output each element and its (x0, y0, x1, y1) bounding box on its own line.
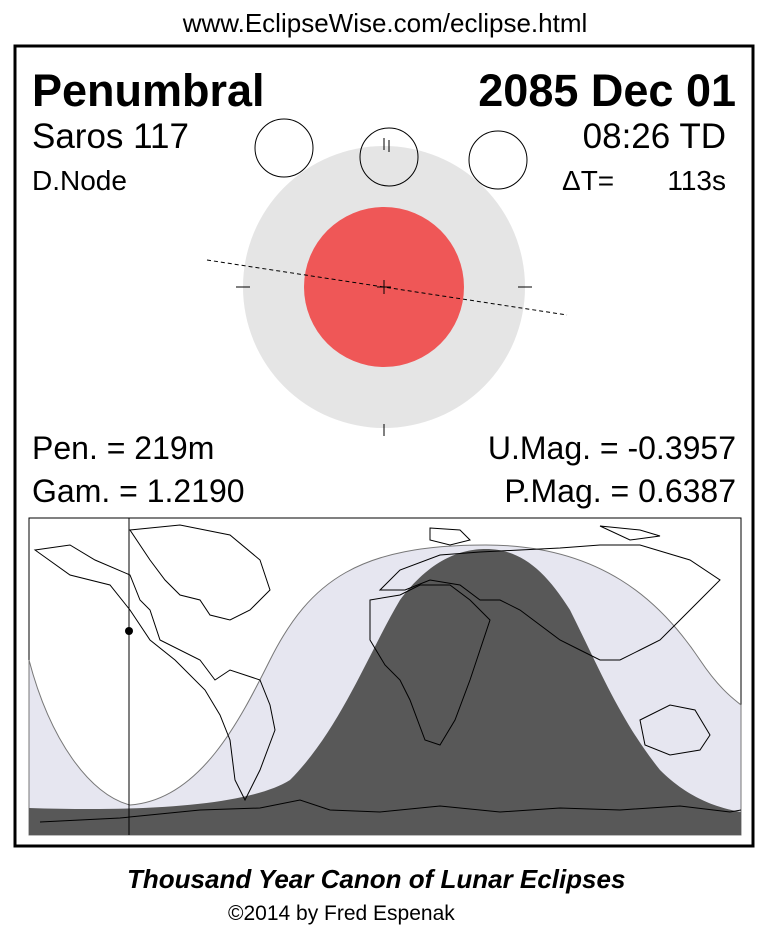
saros-number: Saros 117 (32, 117, 189, 156)
delta-t-label: ΔT= (562, 165, 615, 196)
eclipse-time: 08:26 TD (582, 117, 726, 156)
footer-copyright: ©2014 by Fred Espenak (228, 902, 455, 925)
visibility-map (28, 517, 742, 836)
eclipse-visible-zone (29, 549, 741, 835)
moon-greatest-eclipse (359, 127, 419, 187)
umbral-magnitude: U.Mag. = -0.3957 (487, 430, 736, 466)
footer-title: Thousand Year Canon of Lunar Eclipses (127, 864, 626, 894)
delta-t-value: 113s (667, 165, 726, 196)
axis-ticks (236, 138, 532, 436)
gamma-value: Gam. = 1.2190 (32, 473, 245, 509)
header-url: www.EclipseWise.com/eclipse.html (182, 8, 588, 38)
eclipse-date: 2085 Dec 01 (478, 65, 736, 116)
penumbral-magnitude: P.Mag. = 0.6387 (504, 473, 736, 509)
frame-border (13, 44, 755, 848)
moon-first-contact (254, 118, 314, 178)
continent-outlines (33, 524, 742, 823)
sub-lunar-point (125, 627, 133, 635)
eclipse-type: Penumbral (32, 65, 265, 116)
node-label: D.Node (32, 165, 127, 196)
moon-last-contact (468, 130, 528, 190)
penumbral-duration: Pen. = 219m (32, 430, 215, 466)
